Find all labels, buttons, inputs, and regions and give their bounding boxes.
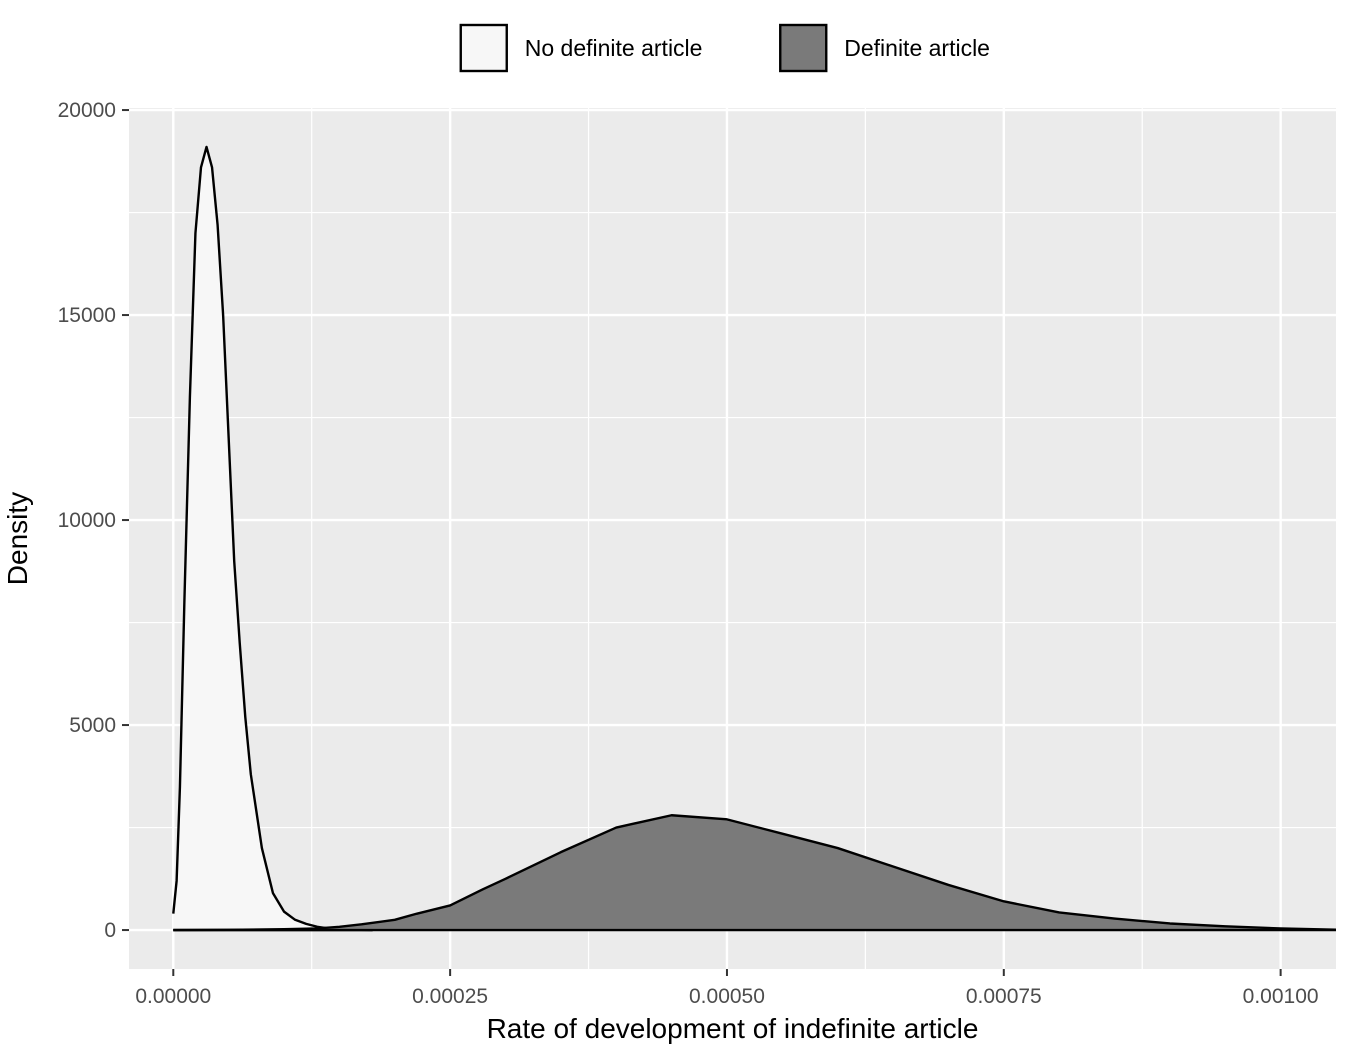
legend-key (779, 23, 828, 73)
legend-item-1: Definite article (779, 23, 990, 73)
x-axis: 0.00000 0.00025 0.00050 0.00075 0.00100 (135, 969, 1319, 1008)
x-tick-label: 0.00075 (966, 985, 1042, 1008)
legend-label: No definite article (525, 35, 703, 61)
grid-minor (129, 108, 1336, 969)
x-tick-label: 0.00100 (1243, 985, 1319, 1008)
legend-label: Definite article (844, 35, 990, 61)
density-area-1 (173, 815, 1336, 931)
density-areas (172, 145, 1336, 932)
y-tick-label: 15000 (58, 304, 116, 327)
legend-item-0: No definite article (459, 23, 703, 73)
density-area-0 (173, 146, 373, 931)
y-tick-label: 0 (104, 919, 116, 942)
x-tick-label: 0.00025 (412, 985, 488, 1008)
y-tick-label: 5000 (69, 714, 116, 737)
y-axis: 0 5000 10000 15000 20000 (58, 99, 129, 942)
x-tick-label: 0.00000 (135, 985, 211, 1008)
x-tick-label: 0.00050 (689, 985, 765, 1008)
legend-key (459, 23, 508, 73)
y-tick-label: 10000 (58, 509, 116, 532)
legend: No definite article Definite article (459, 23, 990, 73)
y-axis-title: Density (2, 492, 33, 585)
y-tick-label: 20000 (58, 99, 116, 122)
x-axis-title: Rate of development of indefinite articl… (487, 1013, 979, 1044)
density-line-1 (173, 814, 1336, 932)
